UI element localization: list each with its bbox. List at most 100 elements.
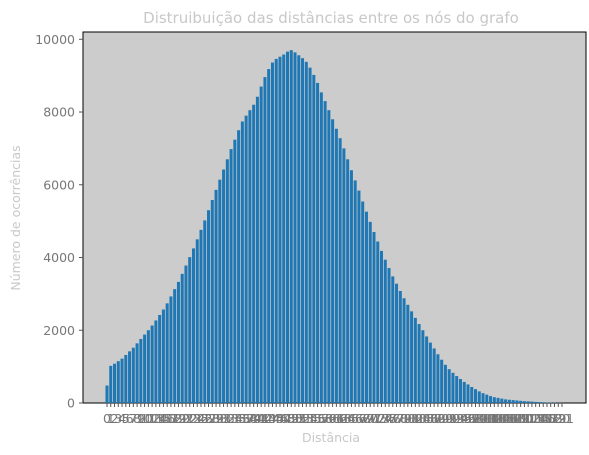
x-tick-label: 39	[246, 411, 262, 426]
x-tick-label: 25	[193, 411, 209, 426]
bar	[263, 77, 267, 403]
x-tick-label: 114	[524, 411, 548, 426]
x-tick-label: 38	[242, 411, 258, 426]
bar	[474, 389, 478, 403]
x-tick-label: 0	[103, 411, 111, 426]
bar	[248, 110, 252, 403]
bar	[342, 148, 346, 403]
bar	[417, 324, 421, 403]
y-axis: 0 2000 4000 6000 8000 10000	[35, 32, 83, 411]
x-axis-label: Distância	[302, 430, 360, 445]
bar	[372, 232, 376, 403]
x-tick-label: 28	[204, 411, 220, 426]
bar	[222, 169, 226, 403]
x-tick-label: 69	[359, 411, 375, 426]
x-tick-label: 66	[347, 411, 363, 426]
x-tick-label: 100	[471, 411, 495, 426]
bar	[124, 354, 128, 403]
bar	[267, 69, 271, 403]
x-tick-label: 81	[404, 411, 420, 426]
x-tick-label: 61	[328, 411, 344, 426]
bar	[176, 281, 180, 403]
x-tick-label: 53	[298, 411, 314, 426]
bar	[289, 50, 293, 403]
x-tick-label: 54	[302, 411, 318, 426]
bar	[346, 159, 350, 403]
bar	[255, 96, 259, 403]
bar	[240, 121, 244, 403]
x-tick-label: 47	[276, 411, 292, 426]
bar	[214, 189, 218, 403]
bar	[440, 359, 444, 403]
bar	[308, 67, 312, 404]
bar	[105, 385, 109, 403]
x-tick-label: 44	[265, 411, 281, 426]
bar	[229, 149, 233, 403]
bar	[297, 55, 301, 403]
x-tick-label: 2	[111, 411, 119, 426]
bar	[447, 369, 451, 403]
bar	[191, 248, 195, 403]
x-tick-label: 23	[186, 411, 202, 426]
x-tick-label: 24	[189, 411, 205, 426]
x-tick-label: 74	[377, 411, 393, 426]
bar	[323, 101, 327, 403]
x-tick-label: 21	[178, 411, 194, 426]
x-tick-label: 83	[411, 411, 427, 426]
x-tick-label: 112	[516, 411, 540, 426]
bar	[353, 180, 357, 403]
x-tick-label: 1	[107, 411, 115, 426]
bar	[143, 334, 147, 403]
y-axis-label: Número de ocorrências	[8, 145, 23, 290]
x-tick-label: 8	[133, 411, 141, 426]
x-tick-label: 36	[234, 411, 250, 426]
x-tick-label: 92	[445, 411, 461, 426]
x-tick-label: 89	[434, 411, 450, 426]
x-tick-label: 62	[332, 411, 348, 426]
bar	[519, 400, 523, 403]
bar	[135, 343, 139, 403]
x-tick-label: 48	[280, 411, 296, 426]
bar	[128, 351, 132, 403]
x-tick-label: 63	[336, 411, 352, 426]
x-tick-label: 58	[317, 411, 333, 426]
x-tick-label: 45	[268, 411, 284, 426]
bar	[364, 211, 368, 403]
bar	[413, 317, 417, 403]
bar	[489, 396, 493, 403]
x-tick-label: 59	[321, 411, 337, 426]
x-tick-label: 103	[482, 411, 506, 426]
x-tick-label: 15	[155, 411, 171, 426]
bar	[511, 400, 515, 403]
x-tick-label: 56	[310, 411, 326, 426]
y-tick-label: 0	[67, 396, 75, 411]
x-tick-label: 87	[426, 411, 442, 426]
bar	[225, 159, 229, 403]
x-tick-label: 91	[441, 411, 457, 426]
x-tick-label: 99	[471, 411, 487, 426]
bar	[376, 241, 380, 403]
y-tick-label: 8000	[43, 105, 75, 120]
bar	[244, 115, 248, 403]
x-tick-label: 121	[550, 411, 574, 426]
x-tick-label: 11	[140, 411, 156, 426]
bar	[233, 139, 237, 403]
bar	[391, 276, 395, 403]
x-tick-label: 118	[539, 411, 563, 426]
bar	[349, 170, 353, 403]
bar	[139, 338, 143, 403]
bar	[530, 401, 534, 403]
bar	[398, 290, 402, 403]
x-tick-label: 46	[272, 411, 288, 426]
x-tick-label: 19	[170, 411, 186, 426]
bar	[492, 397, 496, 403]
x-tick-label: 18	[167, 411, 183, 426]
x-tick-label: 43	[261, 411, 277, 426]
x-tick-label: 101	[475, 411, 499, 426]
x-tick-label: 4	[118, 411, 126, 426]
x-tick-label: 37	[238, 411, 254, 426]
bar	[334, 128, 338, 403]
x-tick-label: 106	[494, 411, 518, 426]
bar	[252, 104, 256, 404]
bar	[210, 200, 214, 403]
